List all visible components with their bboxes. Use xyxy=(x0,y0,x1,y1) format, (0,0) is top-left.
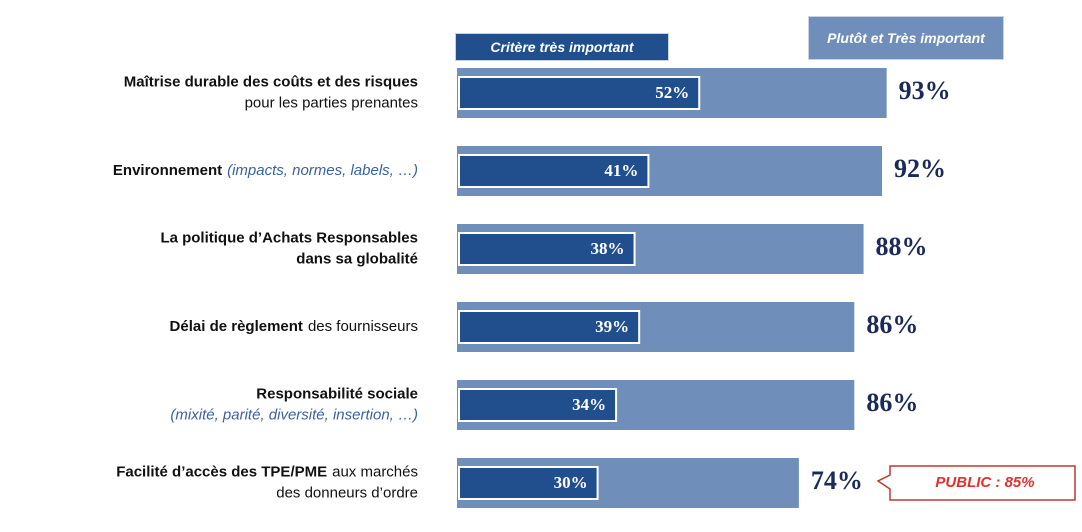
value-label: 52% xyxy=(655,83,689,102)
label-run: La politique d’Achats Responsables xyxy=(160,229,418,246)
label-run: Maîtrise durable des coûts et des risque… xyxy=(124,73,418,90)
bar xyxy=(458,154,650,188)
label-run: aux marchés xyxy=(332,463,418,480)
category-label: Facilité d’accès des TPE/PME aux marchés xyxy=(116,463,418,480)
annotation: PUBLIC : 85% xyxy=(935,474,1034,491)
value-label: 86% xyxy=(866,310,918,339)
value-label: 93% xyxy=(899,76,951,105)
bar xyxy=(458,388,618,422)
value-label: 39% xyxy=(595,317,629,336)
bar xyxy=(458,232,636,266)
category-label: Responsabilité sociale xyxy=(256,385,418,402)
category-label: (mixité, parité, diversité, insertion, …… xyxy=(170,406,418,423)
value-label: 92% xyxy=(894,154,946,183)
value-label: 74% xyxy=(811,466,863,495)
label-run: des donneurs d’ordre xyxy=(276,484,418,501)
bar xyxy=(458,466,599,500)
value-label: 38% xyxy=(591,239,625,258)
category-label: La politique d’Achats Responsables xyxy=(160,229,418,246)
value-label: 34% xyxy=(572,395,606,414)
category-label: dans sa globalité xyxy=(296,250,418,267)
category-label: Délai de règlement des fournisseurs xyxy=(170,318,418,335)
category-label: Maîtrise durable des coûts et des risque… xyxy=(124,73,418,90)
label-run: dans sa globalité xyxy=(296,250,418,267)
callout xyxy=(876,465,1076,501)
label-run: Responsabilité sociale xyxy=(256,385,418,402)
category-label: Environnement (impacts, normes, labels, …… xyxy=(113,162,418,179)
value-label: 86% xyxy=(866,388,918,417)
category-label: des donneurs d’ordre xyxy=(276,484,418,501)
label-run: pour les parties prenantes xyxy=(245,94,418,111)
value-label: 30% xyxy=(554,473,588,492)
label-run: (impacts, normes, labels, …) xyxy=(227,162,418,179)
label-run: Délai de règlement xyxy=(170,318,303,335)
label-run: (mixité, parité, diversité, insertion, …… xyxy=(170,406,418,423)
bar xyxy=(458,310,641,344)
label-run: Environnement xyxy=(113,162,222,179)
label-run: Facilité d’accès des TPE/PME xyxy=(116,463,327,480)
legend-entry: Critère très important xyxy=(455,33,669,61)
label-run: des fournisseurs xyxy=(308,318,418,335)
legend-entry: Plutôt et Très important xyxy=(808,16,1004,60)
value-label: 88% xyxy=(876,232,928,261)
category-label: pour les parties prenantes xyxy=(245,94,418,111)
bar xyxy=(458,76,701,110)
value-label: 41% xyxy=(604,161,638,180)
